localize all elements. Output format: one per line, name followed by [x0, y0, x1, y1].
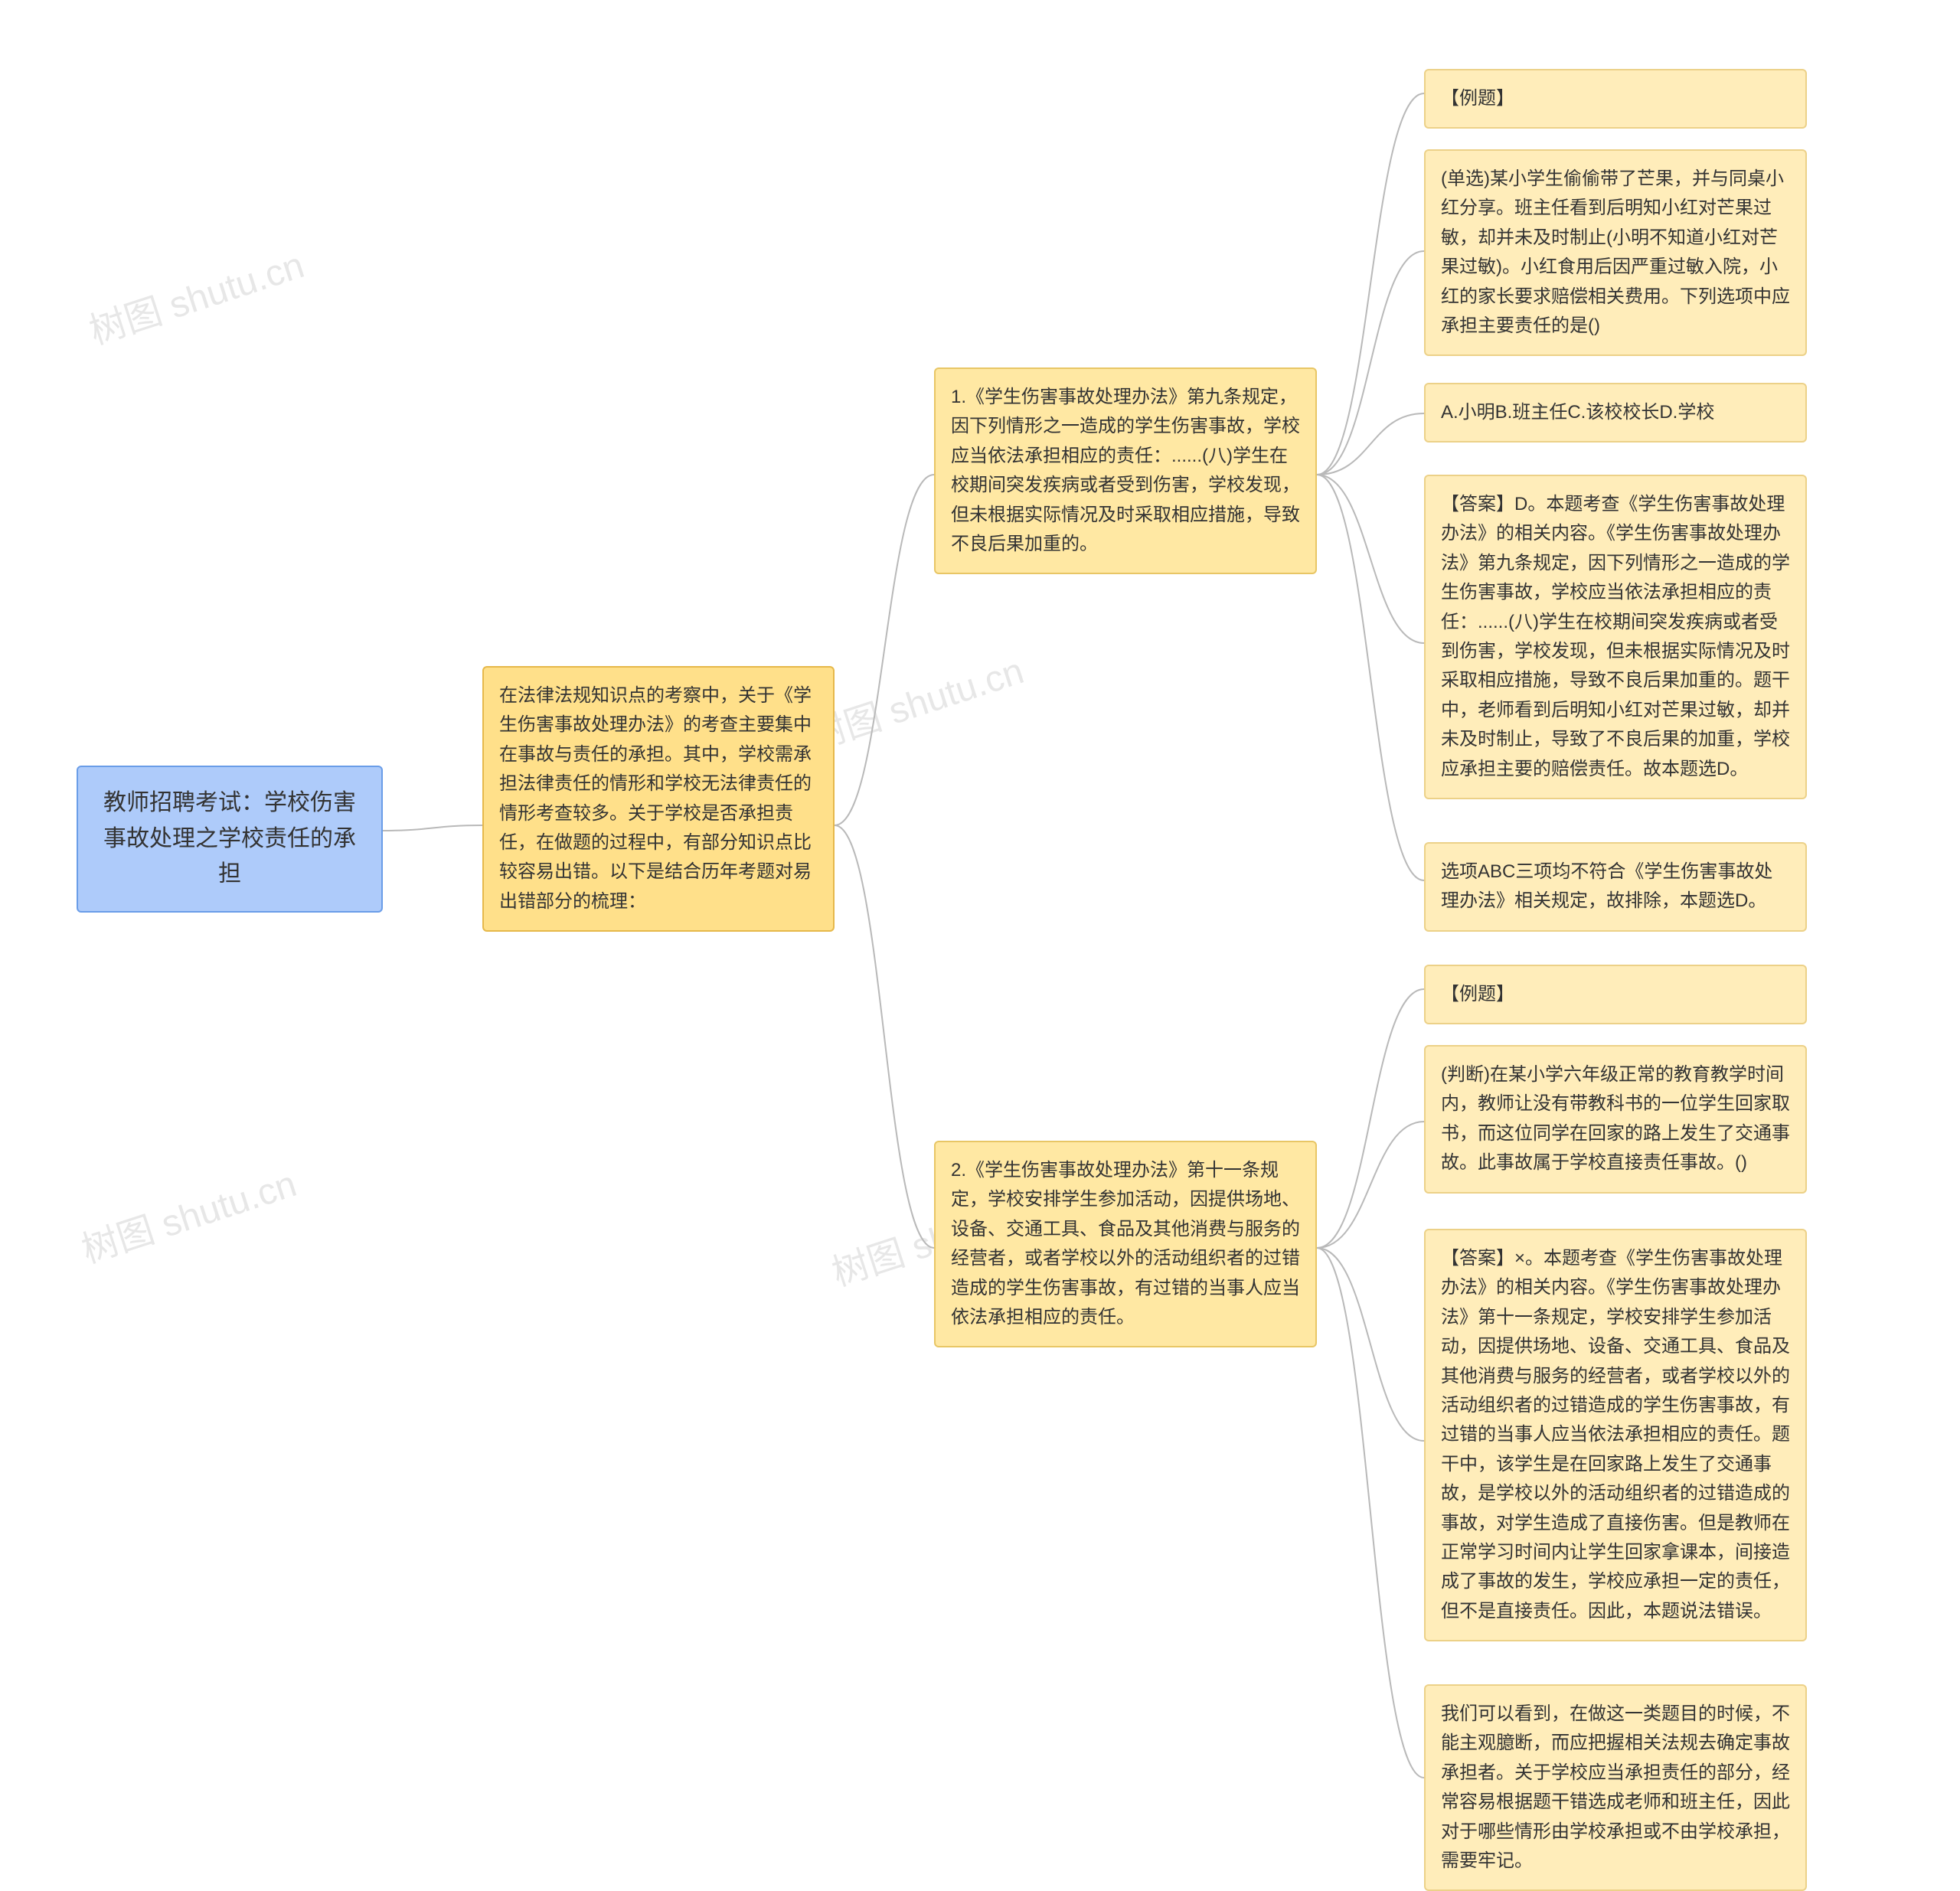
- level3-node: 【例题】: [1424, 965, 1807, 1024]
- level3-node: 【例题】: [1424, 69, 1807, 129]
- level2-node-1: 1.《学生伤害事故处理办法》第九条规定，因下列情形之一造成的学生伤害事故，学校应…: [934, 367, 1317, 574]
- level1-node: 在法律法规知识点的考察中，关于《学生伤害事故处理办法》的考查主要集中在事故与责任…: [482, 666, 835, 932]
- root-node: 教师招聘考试：学校伤害事故处理之学校责任的承担: [77, 766, 383, 913]
- watermark: 树图 shutu.cn: [81, 235, 309, 354]
- level3-node: (单选)某小学生偷偷带了芒果，并与同桌小红分享。班主任看到后明知小红对芒果过敏，…: [1424, 149, 1807, 356]
- watermark: 树图 shutu.cn: [801, 641, 1029, 760]
- level2-node-2: 2.《学生伤害事故处理办法》第十一条规定，学校安排学生参加活动，因提供场地、设备…: [934, 1141, 1317, 1347]
- level3-node: A.小明B.班主任C.该校校长D.学校: [1424, 383, 1807, 443]
- level3-node: (判断)在某小学六年级正常的教育教学时间内，教师让没有带教科书的一位学生回家取书…: [1424, 1045, 1807, 1194]
- watermark: 树图 shutu.cn: [74, 1154, 302, 1273]
- level3-node: 【答案】×。本题考查《学生伤害事故处理办法》的相关内容。《学生伤害事故处理办法》…: [1424, 1229, 1807, 1641]
- level3-node: 我们可以看到，在做这一类题目的时候，不能主观臆断，而应把握相关法规去确定事故承担…: [1424, 1684, 1807, 1891]
- level3-node: 【答案】D。本题考查《学生伤害事故处理办法》的相关内容。《学生伤害事故处理办法》…: [1424, 475, 1807, 799]
- level3-node: 选项ABC三项均不符合《学生伤害事故处理办法》相关规定，故排除，本题选D。: [1424, 842, 1807, 932]
